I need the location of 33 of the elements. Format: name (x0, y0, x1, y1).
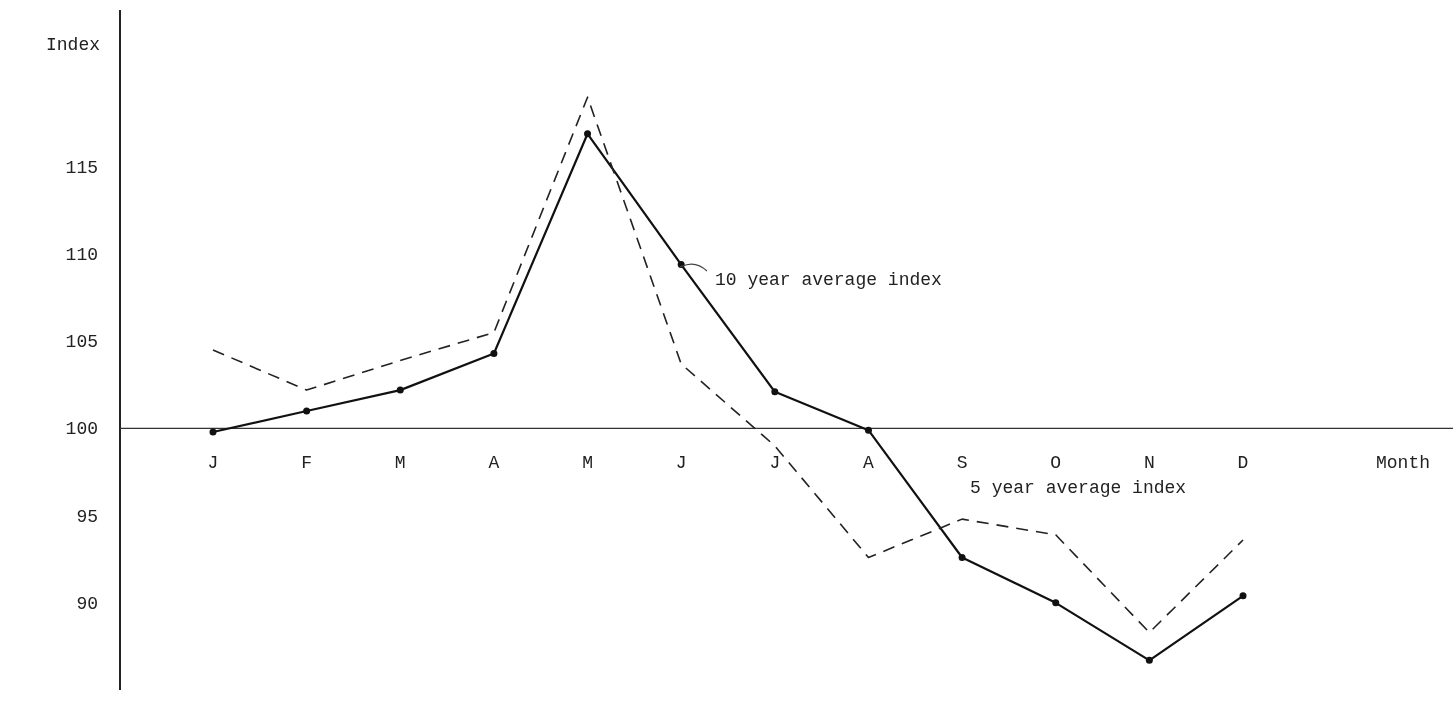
x-tick-label: O (1050, 453, 1062, 474)
point (303, 407, 311, 415)
point (209, 428, 217, 436)
x-tick-label: A (488, 453, 500, 474)
y-tick-label: 115 (65, 157, 98, 178)
point (584, 130, 592, 138)
point (771, 388, 779, 396)
point (490, 349, 498, 357)
x-tick-label: M (582, 453, 593, 474)
y-tick-label: 105 (65, 332, 98, 353)
x-tick-label: D (1237, 453, 1249, 474)
x-tick-label: S (956, 453, 968, 474)
x-tick-label: F (301, 453, 313, 474)
point (1145, 656, 1153, 664)
y-tick-label: 95 (76, 506, 98, 527)
point (864, 426, 872, 434)
series-label: 10 year average index (715, 270, 942, 290)
x-tick-label: J (675, 453, 687, 474)
x-tick-label: N (1143, 453, 1155, 474)
point (396, 386, 404, 394)
y-tick-label: 110 (65, 245, 98, 266)
y-tick-label: 90 (76, 593, 98, 614)
x-axis-title: Month (1375, 453, 1430, 474)
y-axis-title: Index (45, 35, 100, 55)
y-tick-label: 100 (65, 419, 98, 440)
point (958, 553, 966, 561)
point (1052, 599, 1060, 607)
x-tick-label: J (769, 453, 781, 474)
x-tick-label: A (863, 453, 875, 474)
x-tick-label: M (394, 453, 406, 474)
point (1239, 592, 1247, 600)
series-label: 5 year average index (970, 477, 1187, 498)
x-tick-label: J (207, 453, 219, 474)
